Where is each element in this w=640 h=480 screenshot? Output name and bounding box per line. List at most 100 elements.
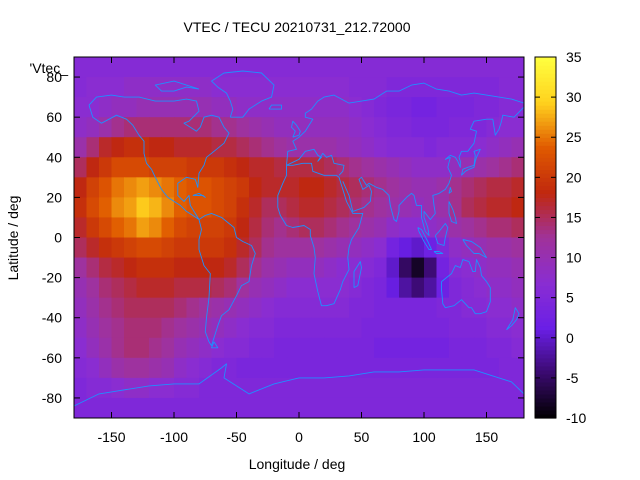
x-tick-label: -50: [226, 429, 246, 445]
heatmap-cell: [211, 317, 225, 339]
heatmap-cell: [511, 117, 524, 138]
y-axis-label: Latitude / deg: [5, 196, 21, 281]
heatmap-cell: [249, 397, 263, 418]
heatmap-cell: [249, 57, 263, 78]
heatmap-cell: [86, 277, 100, 299]
colorbar-segment: [535, 325, 556, 331]
heatmap-cell: [399, 177, 413, 198]
heatmap-cell: [499, 137, 513, 158]
heatmap-cell: [74, 177, 88, 198]
heatmap-cell: [436, 297, 450, 319]
heatmap-cell: [399, 97, 413, 118]
heatmap-cell: [161, 297, 175, 319]
colorbar-segment: [535, 237, 556, 243]
heatmap-cell: [199, 217, 213, 239]
heatmap-cell: [161, 357, 175, 379]
heatmap-cell: [224, 177, 238, 198]
heatmap-cell: [461, 397, 475, 418]
heatmap-cell: [111, 137, 125, 158]
heatmap-cell: [249, 357, 263, 379]
heatmap-cell: [436, 117, 450, 138]
heatmap-cell: [274, 357, 288, 379]
heatmap-cell: [474, 77, 488, 98]
colorbar-segment: [535, 121, 556, 126]
heatmap-cell: [299, 397, 313, 418]
heatmap-cell: [461, 377, 475, 399]
colorbar-tick-label: -10: [566, 410, 586, 426]
heatmap-cell: [86, 217, 100, 239]
heatmap-cell: [374, 117, 388, 138]
heatmap-cell: [436, 377, 450, 399]
heatmap-cell: [99, 397, 113, 418]
heatmap-cell: [311, 237, 325, 259]
heatmap-cell: [424, 297, 438, 319]
heatmap-cell: [111, 257, 125, 279]
heatmap-cell: [74, 337, 88, 359]
heatmap-cell: [174, 137, 188, 158]
heatmap-cell: [111, 197, 125, 219]
heatmap-cell: [199, 177, 213, 198]
heatmap-cell: [486, 277, 500, 299]
heatmap-cell: [449, 137, 463, 158]
heatmap-cell: [211, 237, 225, 259]
heatmap-cell: [461, 337, 475, 359]
heatmap-cell: [286, 177, 300, 198]
heatmap-cell: [449, 197, 463, 219]
heatmap-cell: [149, 317, 163, 339]
colorbar-segment: [535, 137, 556, 142]
coastline: [74, 363, 524, 407]
heatmap-cell: [499, 397, 513, 418]
heatmap-cell: [474, 117, 488, 138]
heatmap-cell: [261, 137, 275, 158]
colorbar-segment: [535, 125, 556, 130]
heatmap-cell: [424, 137, 438, 158]
heatmap-cell: [136, 217, 150, 239]
heatmap-cell: [274, 77, 288, 98]
coastline: [154, 80, 200, 92]
heatmap-cell: [249, 117, 263, 138]
heatmap-cell: [486, 317, 500, 339]
heatmap-cell: [336, 317, 350, 339]
heatmap-cell: [324, 117, 338, 138]
heatmap-cell: [211, 357, 225, 379]
heatmap-cell: [486, 117, 500, 138]
colorbar-segment: [535, 245, 556, 251]
heatmap-cell: [299, 77, 313, 98]
heatmap-cell: [74, 117, 88, 138]
heatmap-cell: [261, 317, 275, 339]
heatmap-cell: [511, 137, 524, 158]
heatmap-cell: [199, 117, 213, 138]
heatmap-cell: [74, 157, 88, 178]
heatmap-cell: [424, 57, 438, 78]
heatmap-cell: [124, 337, 138, 359]
heatmap-cell: [149, 257, 163, 279]
heatmap-cell: [136, 357, 150, 379]
heatmap-cell: [324, 197, 338, 219]
heatmap-cell: [374, 317, 388, 339]
heatmap-cell: [336, 217, 350, 239]
heatmap-cell: [486, 217, 500, 239]
heatmap-cell: [224, 197, 238, 219]
x-tick-label: -100: [160, 429, 188, 445]
heatmap-cell: [149, 217, 163, 239]
colorbar-segment: [535, 309, 556, 315]
colorbar-segment: [535, 337, 556, 343]
heatmap-cell: [211, 217, 225, 239]
heatmap-cell: [161, 157, 175, 178]
heatmap-cell: [299, 97, 313, 118]
colorbar-tick-label: 30: [566, 89, 582, 105]
heatmap-cell: [236, 357, 250, 379]
heatmap-cell: [261, 237, 275, 259]
heatmap-cell: [436, 197, 450, 219]
heatmap-cell: [136, 137, 150, 158]
heatmap-cell: [86, 377, 100, 399]
heatmap-cell: [111, 97, 125, 118]
heatmap-cell: [99, 157, 113, 178]
colorbar-segment: [535, 249, 556, 255]
heatmap-cell: [149, 397, 163, 418]
heatmap-cell: [236, 157, 250, 178]
heatmap-cell: [486, 297, 500, 319]
heatmap-cell: [399, 217, 413, 239]
heatmap-cell: [249, 197, 263, 219]
heatmap-cell: [349, 237, 363, 259]
